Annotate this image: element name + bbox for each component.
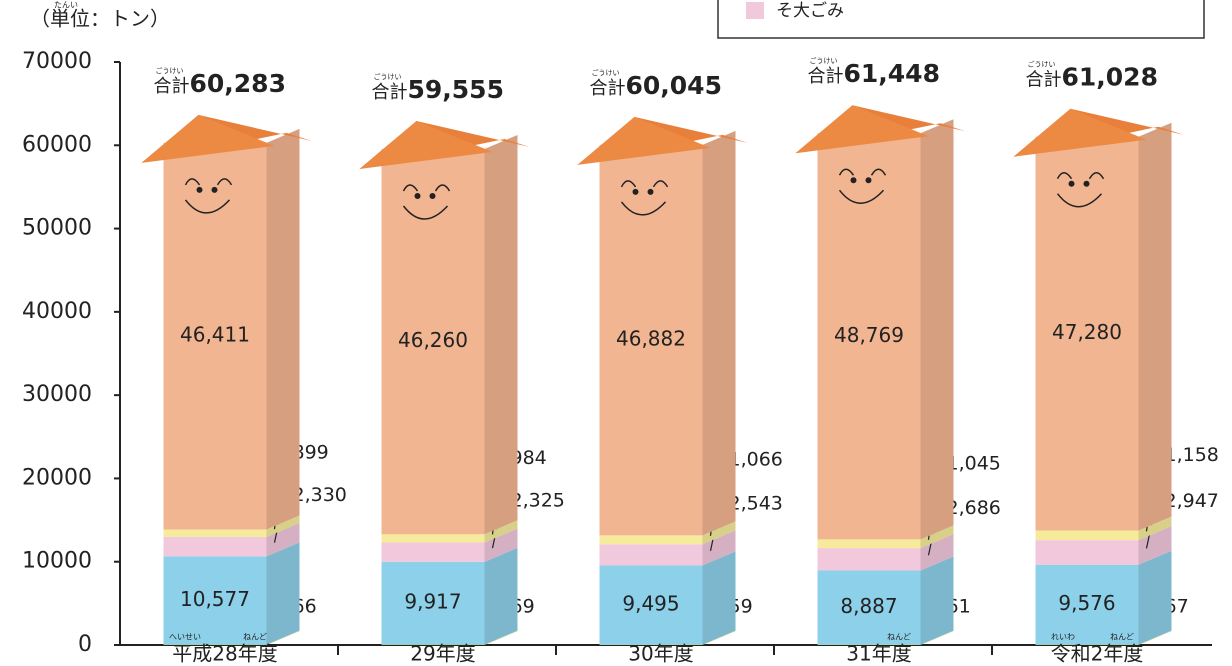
bar-side [1139,123,1172,531]
y-tick-label: 30000 [22,382,92,407]
total-label: 61,028 [1062,63,1158,92]
eye [1084,181,1090,187]
value-label: 2,543 [729,492,783,514]
value-label: 9,917 [404,590,461,614]
value-label: 47,280 [1052,320,1122,344]
bar-segment [164,529,267,536]
total-label: 60,283 [190,69,286,98]
total-prefix: 合計 [154,76,190,97]
value-label: 2,947 [1165,490,1219,512]
x-tick-ruby: れいわ [1051,633,1075,642]
bar-side [1139,551,1172,645]
value-label: 1,066 [729,448,783,470]
bar-side [703,551,736,644]
x-tick-label: 令和2年度 [1051,642,1144,666]
value-label: 1,045 [947,452,1001,474]
value-label: 46,260 [398,328,468,352]
value-label: 2,686 [947,497,1001,519]
bar-side [921,556,954,644]
y-tick-label: 10000 [22,549,92,574]
x-tick-ruby: ねんど [1110,633,1134,642]
bar-segment [600,535,703,544]
bar-segment [382,534,485,542]
eye [415,193,421,199]
x-tick-ruby: ねんど [887,633,911,642]
eye [633,189,639,195]
bar-side [485,548,518,645]
y-tick-label: 70000 [22,49,92,74]
y-tick-label: 20000 [22,465,92,490]
eye [430,193,436,199]
total-ruby: ごうけい [810,56,838,65]
bar-segment [1036,530,1139,540]
eye [1069,181,1075,187]
bar-side [267,542,300,644]
bar-side [703,131,736,535]
bar-segment [382,542,485,561]
total-ruby: ごうけい [374,72,402,81]
value-label: 2,325 [511,490,565,512]
value-label: 10,577 [180,587,250,611]
x-tick-ruby: ねんど [243,633,267,642]
bar-side [921,119,954,539]
value-label: 46,882 [616,327,686,351]
total-label: 60,045 [626,71,722,100]
x-tick-label: 31年度 [846,642,911,666]
value-label: 48,769 [834,323,904,347]
value-label: 46,411 [180,323,250,347]
bar-segment [818,548,921,570]
bar-segment [600,544,703,565]
eye [866,177,872,183]
bar-segment [1036,540,1139,565]
total-prefix: 合計 [808,66,844,87]
bar-side [485,135,518,534]
value-label: 9,495 [622,591,679,615]
eye [648,189,654,195]
x-tick-label: 29年度 [410,642,475,666]
total-prefix: 合計 [1026,70,1062,91]
bar-segment [818,539,921,548]
y-tick-label: 50000 [22,216,92,241]
x-tick-ruby: へいせい [169,633,201,642]
total-label: 59,555 [408,75,504,104]
eye [212,187,218,193]
bar-segment [164,537,267,556]
unit-ruby: たんい [54,1,78,10]
legend-label: そ大ごみ [776,1,844,21]
eye [851,177,857,183]
total-ruby: ごうけい [592,68,620,77]
value-label: 2,330 [293,484,347,506]
y-tick-label: 40000 [22,299,92,324]
legend-swatch [746,2,764,19]
eye [197,187,203,193]
value-label: 8,887 [840,594,897,618]
value-label: 9,576 [1058,591,1115,615]
x-tick-label: 平成28年度 [172,642,277,666]
total-prefix: 合計 [590,78,626,99]
total-ruby: ごうけい [1028,60,1056,69]
bar-side [267,129,300,530]
x-tick-label: 30年度 [628,642,693,666]
total-ruby: ごうけい [156,66,184,75]
value-label: 1,158 [1165,444,1219,466]
unit-label: （単位：トン） [30,7,170,31]
y-tick-label: 60000 [22,132,92,157]
total-prefix: 合計 [372,82,408,103]
y-tick-label: 0 [78,632,92,657]
total-label: 61,448 [844,59,940,88]
chart: （単位：トン） たんい 0 10000 20000 30000 40000 50000 60… [0,0,1232,666]
